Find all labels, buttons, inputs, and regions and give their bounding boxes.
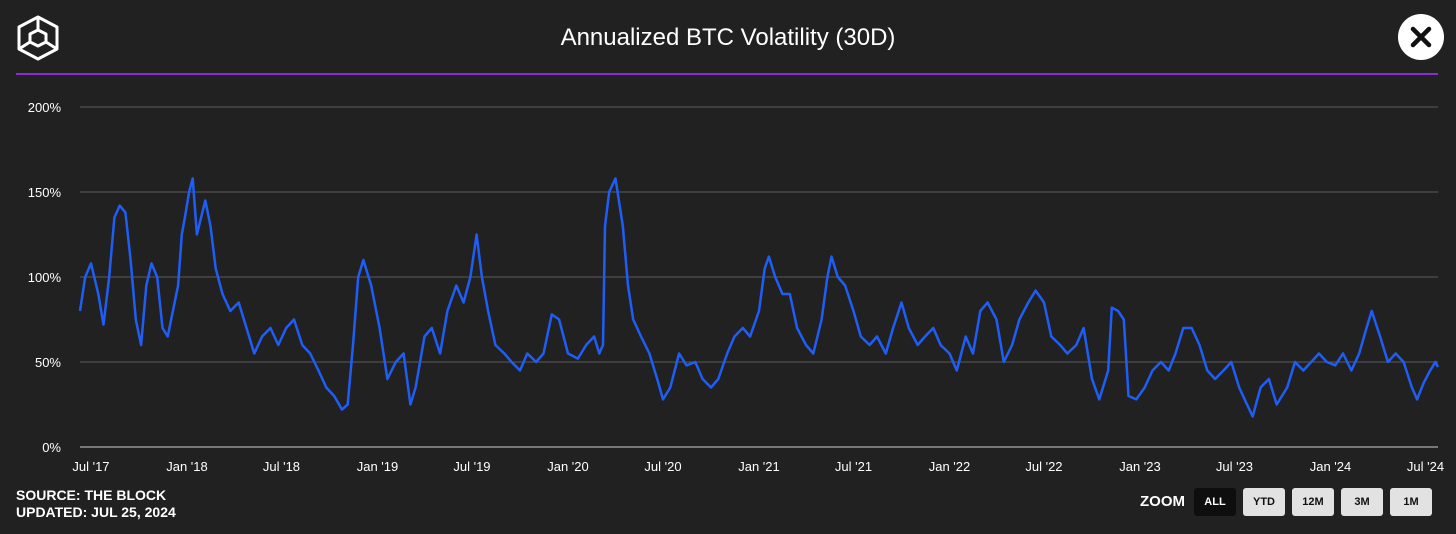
zoom-label: ZOOM xyxy=(1140,493,1185,510)
source-text: SOURCE: THE BLOCK xyxy=(16,487,167,503)
x-tick-label: Jan '23 xyxy=(1119,459,1161,474)
x-tick-label: Jan '22 xyxy=(929,459,971,474)
x-tick-label: Jul '22 xyxy=(1025,459,1062,474)
updated-text: UPDATED: JUL 25, 2024 xyxy=(16,504,176,520)
y-tick-label: 50% xyxy=(35,355,61,370)
x-tick-label: Jul '19 xyxy=(453,459,490,474)
zoom-1m-button[interactable]: 1M xyxy=(1390,488,1432,516)
grid-layer xyxy=(80,106,1438,448)
x-axis-labels: Jul '17 Jan '18 Jul '18 Jan '19 Jul '19 Jan '… xyxy=(72,459,1444,474)
zoom-ytd-button[interactable]: YTD xyxy=(1243,488,1285,516)
x-tick-label: Jul '21 xyxy=(835,459,872,474)
footer-info: SOURCE: THE BLOCK UPDATED: JUL 25, 2024 xyxy=(16,487,176,521)
header-divider xyxy=(16,73,1438,75)
x-tick-label: Jul '24 xyxy=(1407,459,1444,474)
y-tick-label: 100% xyxy=(28,270,62,285)
x-tick-label: Jan '18 xyxy=(166,459,208,474)
y-tick-label: 150% xyxy=(28,185,62,200)
volatility-chart: 0%50%100%150%200% Jul '17 Jan '18 Jul '18 J… xyxy=(28,100,1444,474)
zoom-all-button[interactable]: ALL xyxy=(1194,488,1236,516)
x-tick-label: Jan '20 xyxy=(547,459,589,474)
x-tick-label: Jul '23 xyxy=(1216,459,1253,474)
y-axis-labels: 0% 50% 100% 150% 200% xyxy=(28,100,62,455)
zoom-12m-button[interactable]: 12M xyxy=(1292,488,1334,516)
y-tick-label: 200% xyxy=(28,100,62,115)
x-tick-label: Jan '24 xyxy=(1310,459,1352,474)
chart-title: Annualized BTC Volatility (30D) xyxy=(560,24,896,51)
zoom-3m-button[interactable]: 3M xyxy=(1341,488,1383,516)
x-tick-label: Jan '21 xyxy=(738,459,780,474)
y-tick-label: 0% xyxy=(42,440,61,455)
close-button[interactable] xyxy=(1398,14,1444,60)
x-tick-label: Jul '18 xyxy=(263,459,300,474)
cube-logo-icon xyxy=(17,15,59,61)
close-icon xyxy=(1410,26,1432,48)
x-tick-label: Jul '17 xyxy=(72,459,109,474)
series-line xyxy=(78,177,1440,418)
x-tick-label: Jul '20 xyxy=(644,459,681,474)
x-tick-label: Jan '19 xyxy=(357,459,399,474)
